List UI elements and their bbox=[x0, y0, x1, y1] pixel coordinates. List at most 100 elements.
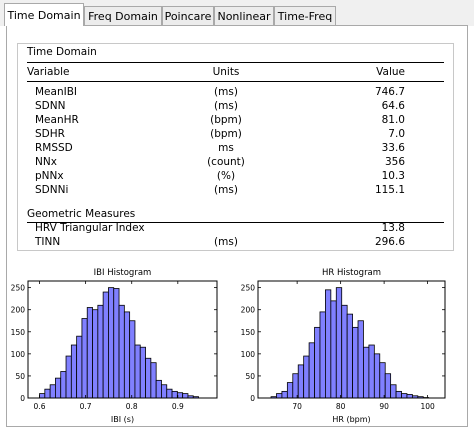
histogram-bar bbox=[49, 384, 56, 399]
row-value: 746.7 bbox=[374, 86, 405, 98]
tab-time-freq[interactable]: Time-Freq bbox=[274, 6, 336, 25]
row-value: 356 bbox=[384, 156, 405, 168]
x-tick-label: 70 bbox=[292, 402, 302, 411]
histogram-bar bbox=[171, 390, 178, 399]
results-frame bbox=[17, 43, 454, 251]
row-value: 64.6 bbox=[381, 100, 405, 112]
x-tick-label: 0.6 bbox=[34, 402, 46, 411]
row-value: 33.6 bbox=[381, 142, 405, 154]
histogram-bar bbox=[123, 311, 131, 399]
histogram-bar bbox=[44, 388, 51, 399]
histogram-bar bbox=[325, 289, 332, 399]
y-tick-label: 50 bbox=[245, 372, 255, 381]
tab-nonlinear[interactable]: Nonlinear bbox=[214, 6, 274, 25]
histogram-bar bbox=[379, 362, 386, 399]
row-units: ms bbox=[218, 142, 234, 154]
row-variable: SDHR bbox=[35, 128, 65, 140]
tab-time-domain[interactable]: Time Domain bbox=[4, 3, 84, 26]
geometric-divider bbox=[27, 222, 444, 223]
y-tick-label: 250 bbox=[241, 284, 256, 293]
row-variable: RMSSD bbox=[35, 142, 73, 154]
histogram-bar bbox=[55, 377, 62, 399]
row-variable: SDNNi bbox=[35, 184, 69, 196]
y-tick-label: 0 bbox=[250, 394, 255, 403]
geometric-title: Geometric Measures bbox=[27, 208, 136, 220]
histogram-bar bbox=[373, 353, 381, 399]
chart-title: HR Histogram bbox=[322, 268, 381, 278]
y-tick-label: 100 bbox=[241, 350, 256, 359]
row-units: (ms) bbox=[214, 184, 238, 196]
x-axis-label: HR (bpm) bbox=[332, 415, 370, 424]
row-variable: pNNx bbox=[35, 170, 64, 182]
histogram-bar bbox=[70, 344, 78, 399]
histogram-bar bbox=[60, 371, 67, 399]
histogram-bar bbox=[86, 307, 93, 399]
histogram-bar bbox=[134, 344, 141, 399]
header-variable: Variable bbox=[27, 66, 70, 78]
row-units: (ms) bbox=[214, 86, 238, 98]
plot-frame bbox=[27, 280, 218, 399]
histogram-bar bbox=[97, 304, 104, 399]
histogram-bar bbox=[308, 342, 315, 399]
x-tick-label: 100 bbox=[420, 402, 435, 411]
histogram-bar bbox=[76, 335, 83, 399]
histogram-bar bbox=[303, 355, 310, 399]
histogram-bar bbox=[363, 346, 370, 399]
histogram-bar bbox=[352, 326, 359, 399]
histogram-bar bbox=[286, 382, 294, 399]
histogram-bar bbox=[92, 309, 99, 399]
row-variable: NNx bbox=[35, 156, 57, 168]
x-axis-label: IBI (s) bbox=[111, 415, 134, 424]
histogram-bar bbox=[129, 320, 136, 399]
header-units: Units bbox=[212, 66, 240, 78]
row-variable: MeanHR bbox=[35, 114, 79, 126]
histogram-bar bbox=[357, 320, 364, 399]
y-tick-label: 200 bbox=[11, 306, 26, 315]
histogram-bar bbox=[155, 379, 162, 399]
row-units: (bpm) bbox=[210, 114, 242, 126]
histogram-bar bbox=[401, 393, 408, 399]
row-variable: SDNN bbox=[35, 100, 66, 112]
histogram-bar bbox=[314, 326, 321, 399]
histogram-bar bbox=[118, 304, 125, 399]
histogram-bar bbox=[113, 288, 120, 399]
row-value: 115.1 bbox=[374, 184, 405, 196]
histogram-bar bbox=[341, 304, 348, 399]
row-value: 81.0 bbox=[381, 114, 405, 126]
histogram-bar bbox=[390, 384, 397, 399]
row-value: 13.8 bbox=[381, 222, 405, 234]
title-divider bbox=[27, 62, 444, 63]
histogram-bar bbox=[346, 313, 353, 399]
x-tick-label: 0.9 bbox=[172, 402, 184, 411]
histogram-bar bbox=[166, 388, 173, 399]
histogram-bar bbox=[406, 394, 413, 399]
row-units: (count) bbox=[207, 156, 245, 168]
histogram-bar bbox=[39, 393, 46, 399]
histogram-bar bbox=[150, 362, 157, 399]
section-title: Time Domain bbox=[27, 46, 97, 58]
histogram-bar bbox=[335, 287, 343, 399]
histogram-bar bbox=[182, 393, 189, 399]
x-tick-label: 0.8 bbox=[126, 402, 138, 411]
row-units: (%) bbox=[216, 170, 236, 182]
histogram-bar bbox=[65, 355, 72, 399]
row-variable: TINN bbox=[35, 236, 61, 248]
histogram-bar bbox=[102, 291, 109, 399]
tab-poincare[interactable]: Poincare bbox=[162, 6, 214, 25]
y-tick-label: 50 bbox=[15, 372, 25, 381]
histogram-bar bbox=[395, 390, 402, 399]
histogram-bar bbox=[145, 357, 152, 399]
plot-frame bbox=[257, 280, 446, 399]
y-tick-label: 100 bbox=[11, 350, 26, 359]
row-variable: HRV Triangular Index bbox=[35, 222, 145, 234]
y-tick-label: 150 bbox=[241, 328, 256, 337]
row-value: 296.6 bbox=[374, 236, 405, 248]
histogram-bar bbox=[276, 393, 283, 399]
histogram-bar bbox=[281, 390, 288, 399]
histogram-bar bbox=[108, 287, 115, 399]
row-value: 7.0 bbox=[388, 128, 405, 140]
x-tick-label: 90 bbox=[379, 402, 389, 411]
histogram-bar bbox=[161, 384, 168, 399]
tab-freq-domain[interactable]: Freq Domain bbox=[84, 6, 162, 25]
